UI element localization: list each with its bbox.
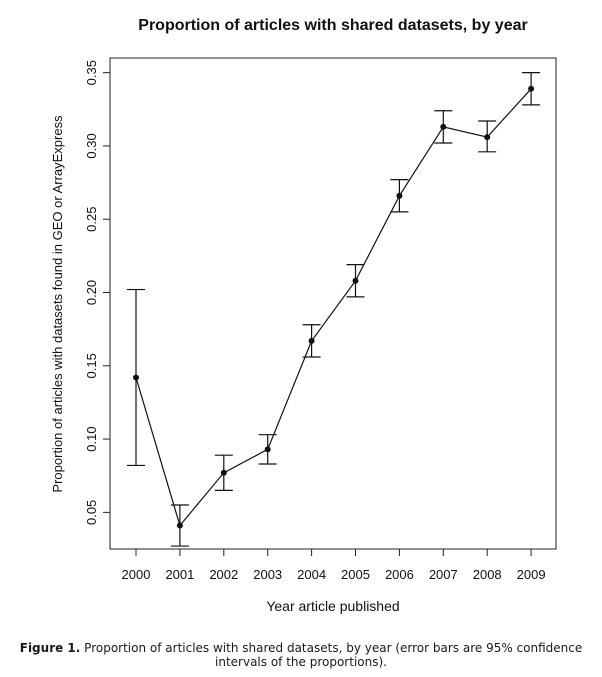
data-point [176, 522, 183, 529]
x-tick-label: 2007 [429, 567, 458, 582]
y-tick-label: 0.35 [84, 60, 99, 85]
y-axis: 0.05 0.10 0.15 0.20 0.25 0.30 0.35 [84, 60, 110, 525]
caption-text: Proportion of articles with shared datas… [84, 641, 583, 669]
data-point [308, 337, 315, 344]
caption-label: Figure 1. [19, 641, 81, 655]
x-tick-label: 2009 [517, 567, 546, 582]
x-axis-label: Year article published [266, 598, 399, 614]
x-tick-label: 2002 [209, 567, 238, 582]
x-tick-label: 2004 [297, 567, 326, 582]
y-tick-label: 0.20 [84, 280, 99, 305]
x-tick-label: 2008 [473, 567, 502, 582]
x-tick-label: 2005 [341, 567, 370, 582]
y-axis-label: Proportion of articles with datasets fou… [50, 115, 65, 493]
x-axis: 2000 2001 2002 2003 2004 2005 2006 2007 2008 2009 [122, 549, 546, 582]
figure-caption: Figure 1. Proportion of articles with sh… [0, 641, 602, 669]
data-point [133, 374, 139, 381]
data-point [440, 123, 447, 130]
series-line [135, 88, 532, 527]
data-point [484, 134, 491, 141]
data-point [352, 277, 359, 284]
x-tick-label: 2003 [253, 567, 282, 582]
data-point [264, 446, 271, 453]
data-point [220, 469, 227, 476]
y-tick-label: 0.05 [84, 500, 99, 525]
x-tick-label: 2006 [385, 567, 414, 582]
y-tick-label: 0.30 [84, 133, 99, 158]
y-tick-label: 0.10 [84, 426, 99, 451]
x-tick-label: 2000 [122, 567, 151, 582]
data-series [127, 72, 541, 547]
data-point [396, 192, 403, 199]
y-tick-label: 0.15 [84, 353, 99, 378]
chart: Proportion of articles with shared datas… [50, 17, 557, 614]
y-tick-label: 0.25 [84, 207, 99, 232]
plot-frame [109, 57, 557, 550]
x-tick-label: 2001 [165, 567, 194, 582]
chart-title: Proportion of articles with shared datas… [138, 17, 527, 34]
data-point [528, 85, 535, 92]
